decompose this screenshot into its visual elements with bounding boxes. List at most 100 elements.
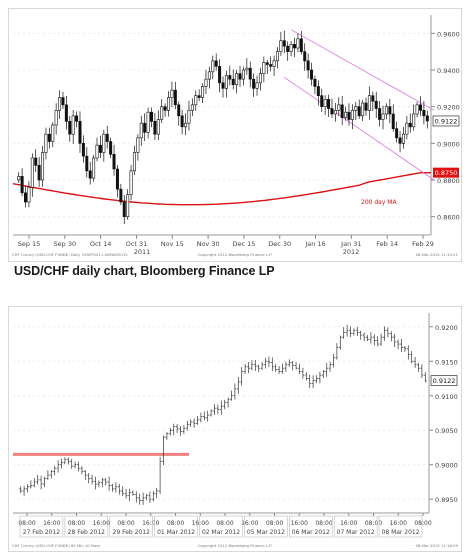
time-tick-label: 08:00 — [315, 520, 332, 527]
candle — [170, 89, 174, 98]
candle — [231, 78, 235, 85]
candle — [272, 60, 276, 67]
candle — [248, 67, 252, 80]
intraday-chart-svg: 0.8950 0.9000 0.9050 0.9100 0.9150 0.9200 08:0… — [12, 313, 459, 548]
candle — [139, 122, 143, 139]
day-label-box — [289, 515, 333, 538]
candle — [306, 60, 310, 71]
ma-label: 200 day MA — [361, 199, 397, 206]
candle — [149, 111, 153, 122]
ma-value-label: 0.8750 — [435, 169, 458, 177]
y-tick-label: 0.9000 — [437, 140, 460, 148]
time-tick-label: 16:00 — [291, 520, 308, 527]
usdchf-daily-chart: 0.8600 0.8800 0.9000 0.9200 0.9400 0.9600 Sep … — [8, 8, 462, 262]
candle — [197, 95, 201, 98]
last-price-label: 0.9122 — [433, 377, 456, 385]
candle — [354, 106, 358, 111]
candle — [367, 95, 371, 111]
day-tick-label: 05 Mar 2012 — [247, 529, 285, 536]
daily-chart-svg: 0.8600 0.8800 0.9000 0.9200 0.9400 0.9600 Sep … — [12, 15, 460, 257]
candle — [224, 75, 228, 89]
candle — [258, 73, 262, 84]
candle — [293, 44, 297, 49]
last-price-tag — [430, 375, 458, 386]
candle — [330, 108, 334, 115]
ma-200-line — [12, 172, 431, 206]
time-tick-label: 16:00 — [43, 520, 60, 527]
year-label-2011: 2011 — [134, 248, 151, 256]
candle — [180, 115, 184, 128]
y-tick-label: 0.9000 — [435, 462, 458, 470]
candle — [61, 97, 65, 106]
channel-upper-line — [290, 29, 435, 111]
day-tick-label: 28 Feb 2012 — [68, 529, 106, 536]
time-tick-label: 16:00 — [340, 520, 357, 527]
x-tick-label: Oct 31 — [126, 240, 148, 248]
footer-timestamp: 08-Mar-2012 11:16:09 — [416, 543, 459, 548]
day-label-box — [333, 515, 378, 538]
candle — [381, 113, 385, 120]
time-tick-label: 16:00 — [142, 520, 159, 527]
day-tick-label: 08 Mar 2012 — [382, 529, 420, 536]
candle — [85, 155, 89, 172]
candle — [337, 104, 341, 111]
candle — [132, 152, 136, 172]
y-tick-label: 0.9200 — [435, 324, 458, 332]
time-tick-label: 08:00 — [365, 520, 382, 527]
time-tick-label: 08:00 — [414, 520, 431, 527]
candle — [81, 143, 85, 157]
candle — [350, 110, 354, 120]
candle — [313, 78, 317, 87]
candle — [184, 122, 188, 128]
candle — [126, 194, 130, 217]
year-label-2012: 2012 — [343, 248, 360, 256]
candle — [173, 89, 177, 106]
time-tick-label: 08:00 — [266, 520, 283, 527]
candle — [71, 115, 75, 135]
x-tick-label: Oct 14 — [90, 240, 112, 248]
candle — [245, 67, 249, 71]
candle — [422, 110, 426, 117]
candle — [37, 165, 41, 181]
candle — [235, 73, 239, 85]
candle — [310, 69, 314, 80]
x-tick-label: Dec 15 — [232, 240, 255, 248]
candle — [187, 110, 191, 124]
candle — [275, 51, 279, 62]
candle — [34, 157, 38, 166]
candle — [41, 152, 45, 181]
candle — [95, 144, 99, 159]
candle — [129, 170, 133, 195]
x-tick-label: Sep 30 — [54, 240, 77, 248]
day-label-box — [19, 515, 64, 538]
footer-copyright: Copyright 2012 Bloomberg Finance L.P. — [198, 252, 273, 257]
candle — [68, 121, 72, 135]
day-label-box — [64, 515, 109, 538]
candle — [153, 121, 157, 135]
x-tick-label: Jan 31 — [340, 240, 361, 248]
last-price-tag — [432, 115, 460, 127]
candle — [54, 110, 58, 126]
candle — [286, 45, 290, 52]
candle — [357, 106, 361, 117]
candle — [347, 111, 351, 120]
candle — [361, 102, 365, 117]
footer-copyright: Copyright 2012 Bloomberg Finance L.P. — [198, 543, 273, 548]
candle — [425, 115, 429, 122]
candle — [98, 144, 102, 153]
day-tick-label: 01 Mar 2012 — [157, 529, 195, 536]
candle — [327, 99, 331, 109]
channel-lower-line — [284, 77, 435, 181]
candle — [47, 133, 51, 142]
x-tick-label: Nov 15 — [161, 240, 184, 248]
candle — [143, 122, 147, 133]
candle — [102, 133, 106, 153]
last-price-label: 0.9122 — [435, 117, 458, 125]
candle — [320, 95, 324, 107]
candle — [119, 188, 123, 203]
time-tick-label: 08:00 — [117, 520, 134, 527]
candle — [156, 119, 160, 135]
candle — [388, 106, 392, 115]
x-tick-label: Sep 15 — [18, 240, 41, 248]
candle — [408, 122, 412, 128]
